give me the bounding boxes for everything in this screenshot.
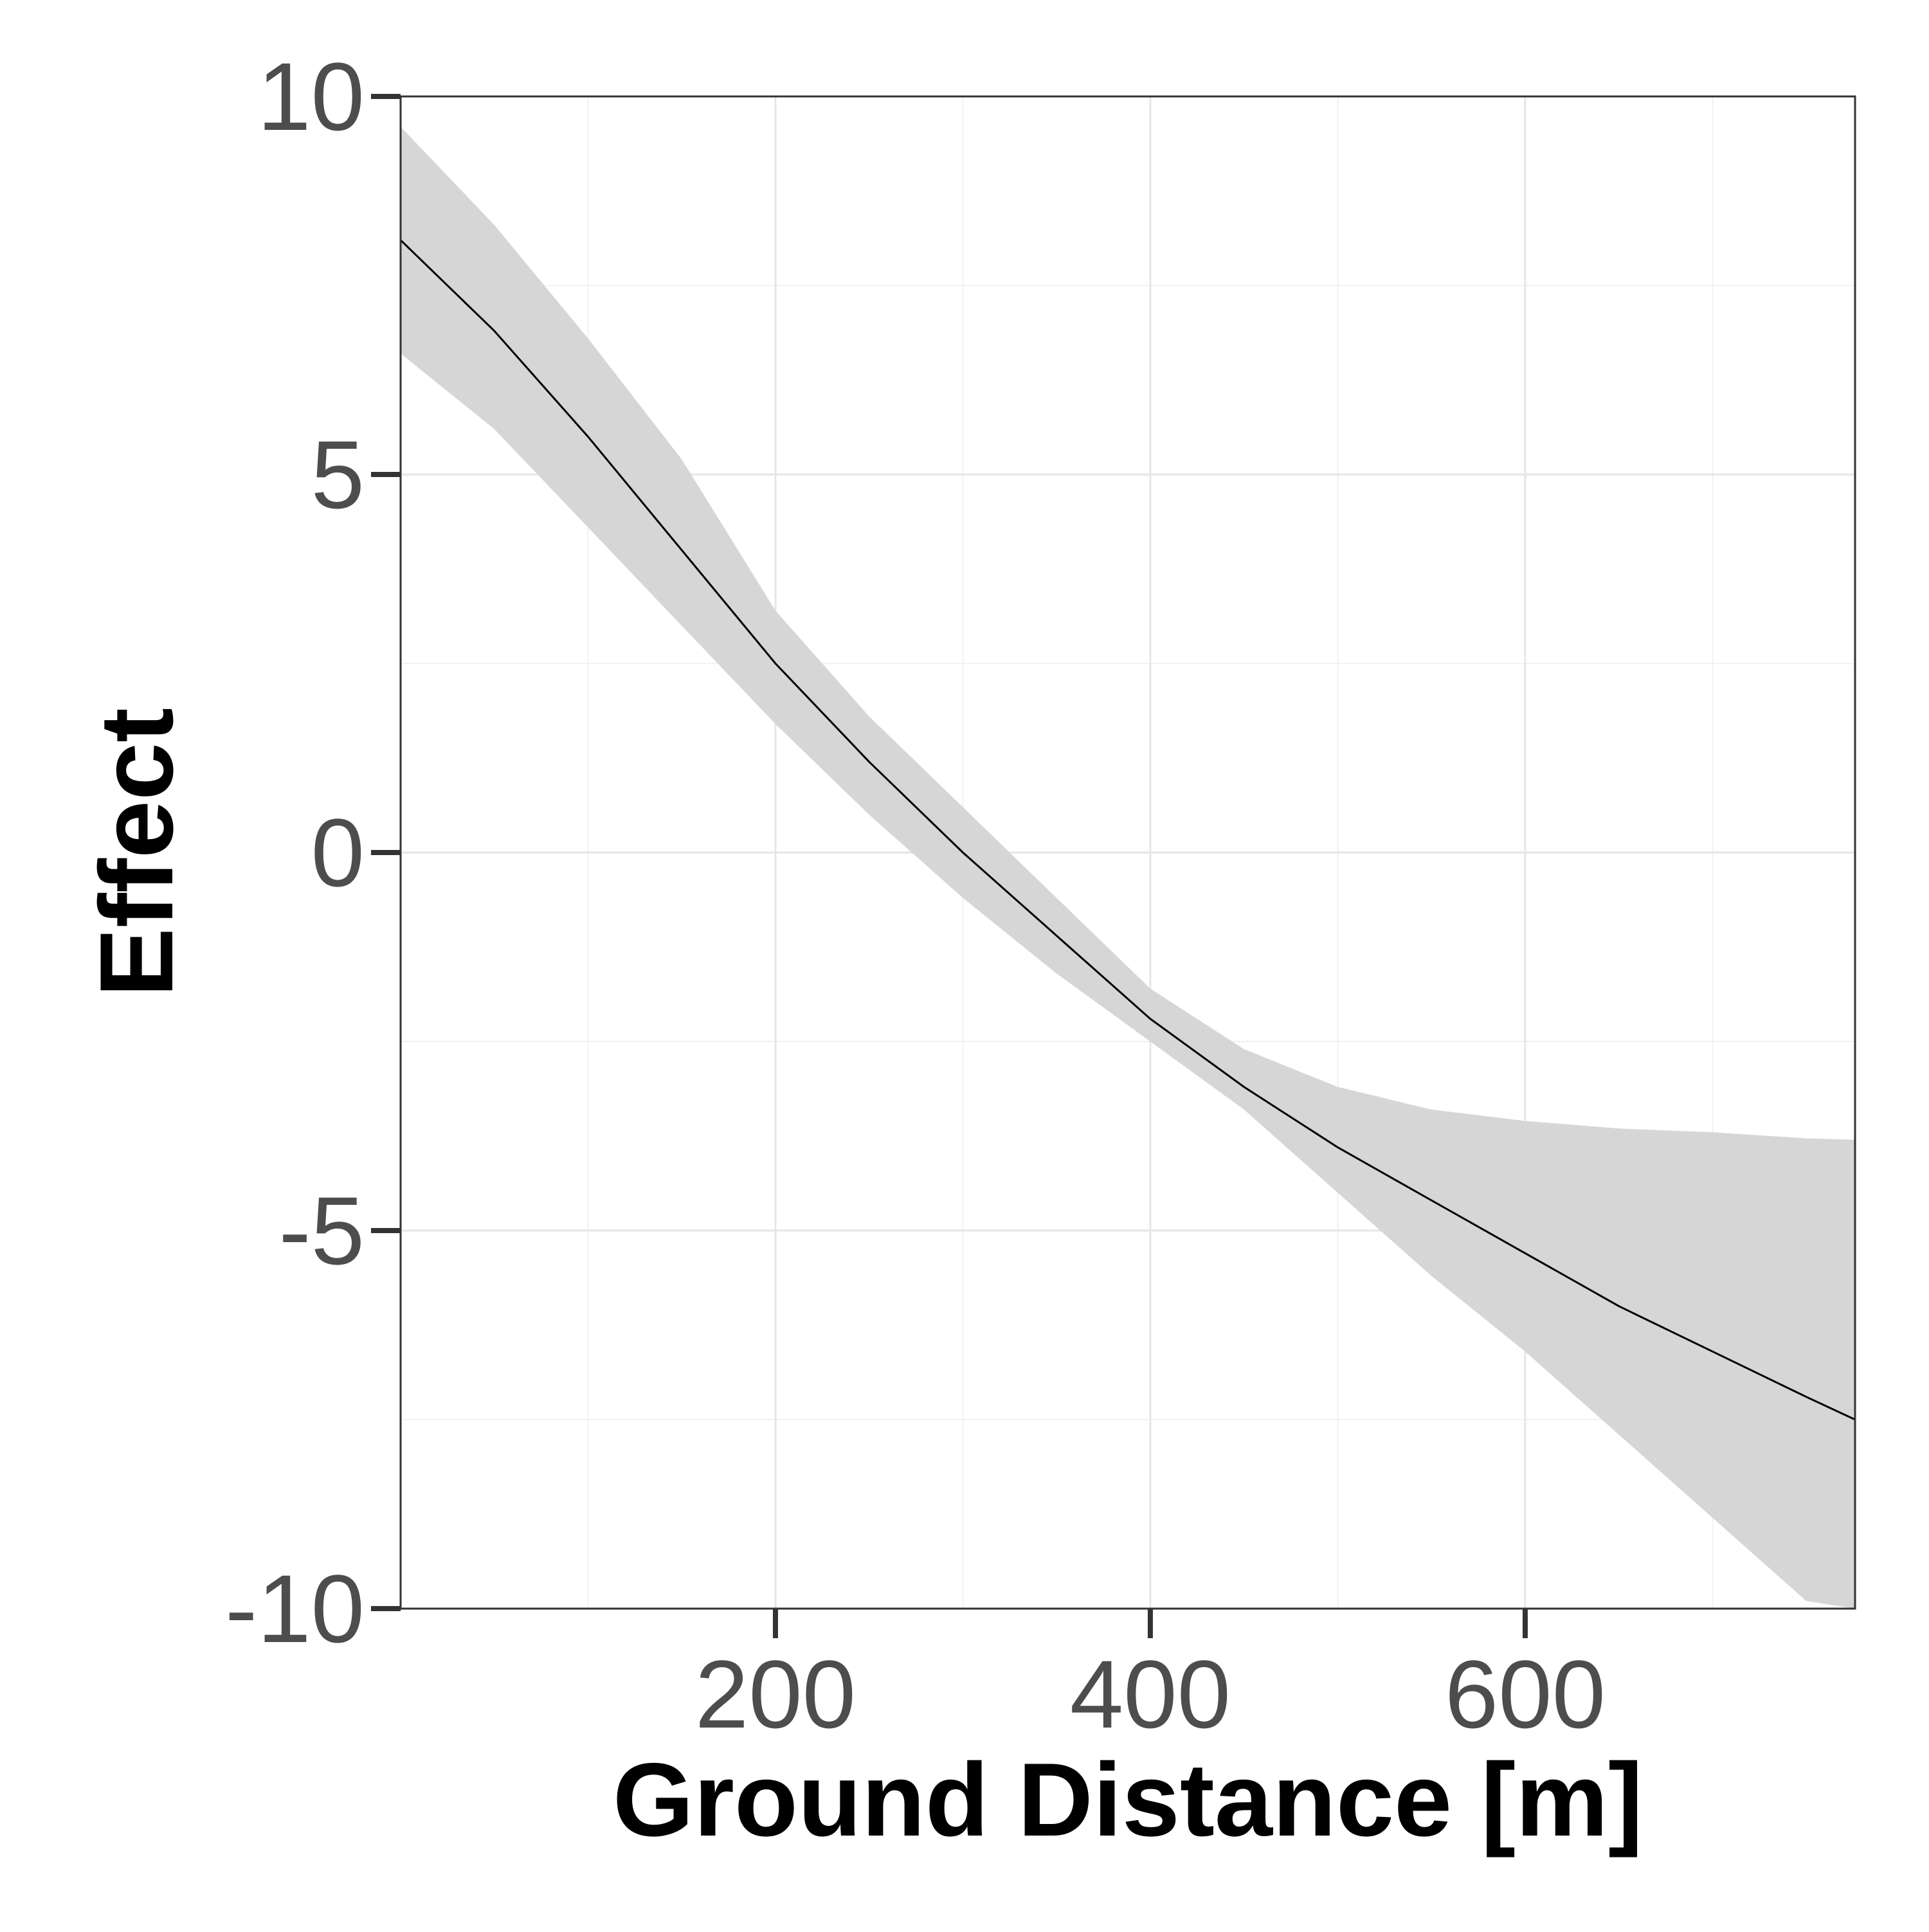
effect-line: [399, 239, 1856, 1421]
y-tick-label: -10: [225, 1555, 365, 1663]
y-axis-title: Effect: [78, 708, 195, 997]
x-tick-label: 600: [1445, 1640, 1606, 1748]
y-axis: -10 -5 0 5 10: [225, 42, 401, 1663]
x-axis-title: Ground Distance [m]: [613, 1742, 1643, 1858]
y-tick-label: -5: [279, 1177, 365, 1285]
y-tick-label: 0: [311, 799, 365, 907]
y-tick-label: 10: [257, 42, 365, 150]
x-tick-label: 200: [695, 1640, 856, 1748]
x-tick-label: 400: [1070, 1640, 1231, 1748]
y-tick-label: 5: [311, 420, 365, 528]
confidence-band: [401, 127, 1855, 1609]
x-axis: 200 400 600: [695, 1609, 1606, 1748]
